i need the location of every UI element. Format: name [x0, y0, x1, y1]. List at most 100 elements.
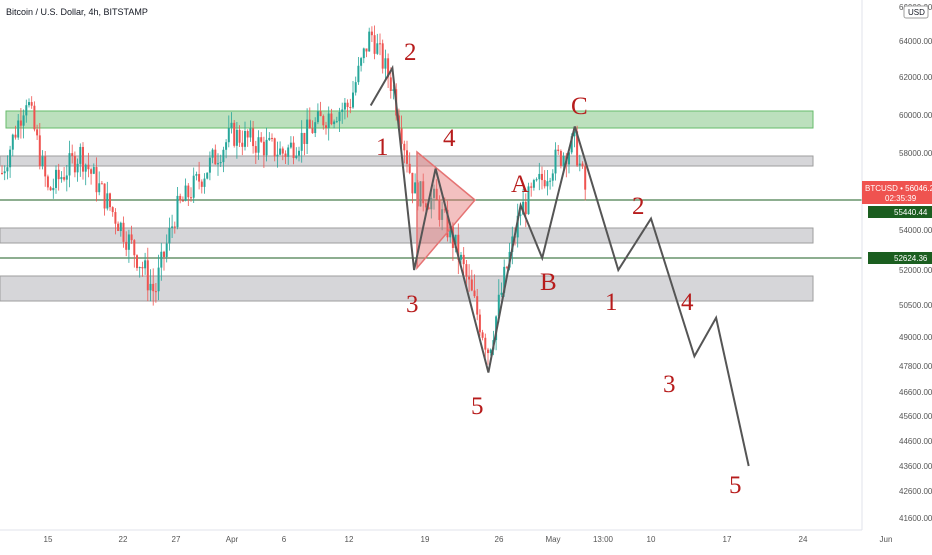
- candle-body: [522, 201, 525, 215]
- candle-body: [203, 178, 206, 187]
- wave-label-3: 3: [406, 291, 419, 318]
- candle-body: [41, 156, 44, 167]
- candle-body: [489, 349, 492, 354]
- price-tick-label: 62000.00: [899, 73, 932, 82]
- candle-body: [92, 167, 95, 174]
- candle-body: [225, 142, 228, 150]
- time-tick-label: Jun: [880, 535, 893, 544]
- candle-body: [195, 174, 198, 176]
- candle-body: [284, 153, 287, 157]
- time-axis[interactable]: 15 22 27 Apr 6 12 19 26 May 13:00 10 17 24 Jun: [0, 529, 893, 544]
- price-tick-label: 42600.00: [899, 487, 932, 496]
- candle-body: [103, 183, 106, 209]
- candle-body: [200, 181, 203, 187]
- candle-body: [478, 314, 481, 333]
- candle-body: [206, 172, 209, 179]
- price-tick-label: 45600.00: [899, 412, 932, 421]
- candle-body: [454, 234, 457, 248]
- countdown-text: 02:35:39: [885, 194, 917, 203]
- candle-body: [19, 120, 22, 126]
- candle-body: [443, 209, 446, 211]
- wave-label-2: 2: [404, 39, 417, 66]
- candle-body: [414, 182, 417, 194]
- candle-body: [276, 154, 279, 157]
- candle-body: [68, 153, 71, 176]
- candle-body: [176, 195, 179, 228]
- projection-label-4: 4: [681, 289, 694, 316]
- candle-body: [36, 129, 39, 136]
- candle-body: [379, 43, 381, 45]
- candle-body: [160, 251, 163, 268]
- usd-unit-box[interactable]: [903, 5, 929, 19]
- price-ticks: 64000.0062000.0060000.0058000.0056000.00…: [899, 37, 932, 523]
- candle-body: [230, 122, 233, 129]
- candle-body: [341, 109, 344, 112]
- candle-body: [487, 349, 489, 354]
- price-axis-bg: [862, 0, 932, 550]
- candle-body: [273, 138, 276, 157]
- candle-body: [338, 111, 341, 122]
- candle-body: [543, 180, 546, 187]
- candle-body: [527, 186, 530, 215]
- candle-body: [214, 149, 217, 165]
- candle-body: [306, 119, 309, 144]
- candle-body: [505, 266, 508, 268]
- candle-body: [546, 181, 549, 187]
- candle-body: [473, 290, 476, 297]
- zone-gray-2: [0, 227, 814, 244]
- candle-body: [576, 131, 579, 166]
- candle-body: [125, 241, 128, 250]
- candle-body: [217, 163, 219, 165]
- candle-body: [411, 172, 414, 194]
- candle-body: [235, 129, 238, 146]
- candle-body: [535, 179, 538, 181]
- candle-body: [335, 121, 338, 123]
- candle-body: [211, 149, 214, 158]
- time-tick-label: 19: [421, 535, 430, 544]
- time-tick-label: 27: [172, 535, 181, 544]
- time-tick-label: 13:00: [593, 535, 614, 544]
- candle-body: [95, 167, 98, 193]
- time-tick-label: 24: [799, 535, 808, 544]
- time-tick-label: 6: [282, 535, 287, 544]
- candle-body: [538, 173, 541, 180]
- candle-body: [265, 139, 268, 156]
- candle-body: [114, 212, 117, 224]
- current-price-tag: [862, 181, 932, 204]
- candle-body: [532, 180, 535, 188]
- level-tag-55440-text: 55440.44: [894, 208, 928, 217]
- candle-body: [530, 186, 533, 188]
- projection-line: [573, 126, 750, 467]
- candle-body: [122, 222, 125, 242]
- price-axis[interactable]: 66000.00 64000.0062000.0060000.0058000.0…: [861, 0, 932, 550]
- candle-body: [549, 180, 552, 182]
- candle-body: [117, 223, 120, 232]
- candle-body: [352, 92, 354, 108]
- wave-labels: 1 2 3 4 5 A B C 1 2 3 4 5: [376, 39, 742, 499]
- candle-body: [311, 128, 314, 134]
- candle-body: [57, 169, 60, 180]
- time-tick-label: Apr: [226, 535, 239, 544]
- candle-body: [30, 102, 33, 106]
- time-tick-label: 22: [119, 535, 128, 544]
- candle-body: [365, 48, 368, 52]
- candle-body: [416, 182, 419, 207]
- price-tick-label: 64000.00: [899, 37, 932, 46]
- zone-gray-3: [0, 275, 814, 302]
- candle-body: [257, 137, 260, 153]
- candle-body: [76, 163, 79, 173]
- time-tick-label: 12: [345, 535, 354, 544]
- candle-body: [98, 183, 101, 193]
- wave-label-4: 4: [443, 125, 456, 152]
- candle-body: [408, 163, 411, 173]
- candle-body: [295, 155, 298, 159]
- candle-body: [6, 167, 9, 172]
- candle-body: [44, 156, 47, 177]
- price-tick-label: 44600.00: [899, 437, 932, 446]
- candle-body: [319, 111, 322, 117]
- candle-body: [316, 111, 319, 123]
- candle-body: [314, 122, 317, 134]
- candle-body: [33, 105, 36, 130]
